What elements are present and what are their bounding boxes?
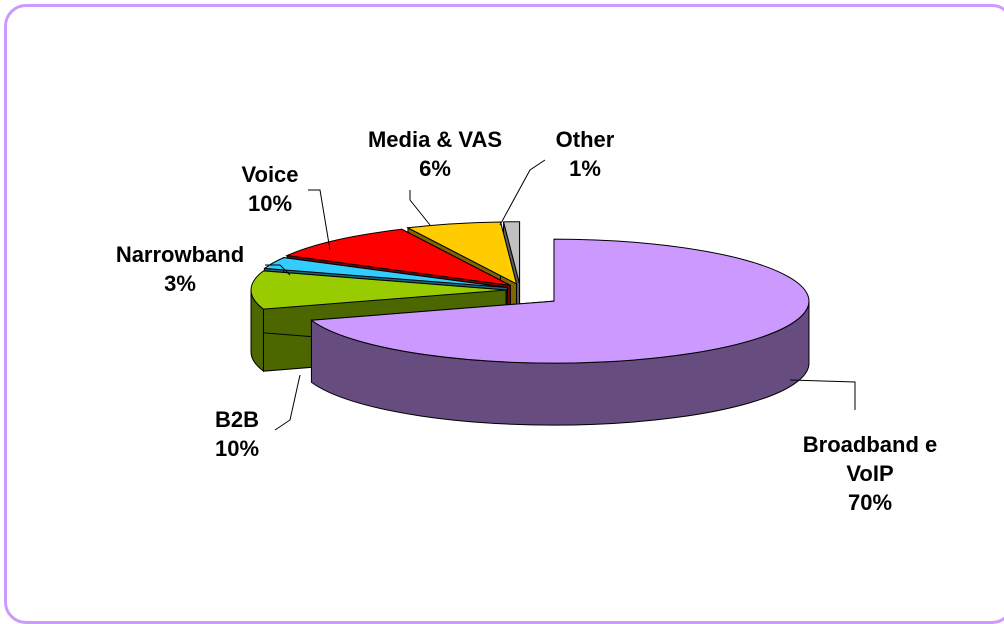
leader-line bbox=[409, 190, 431, 226]
category-name: Media & VAS bbox=[367, 127, 503, 152]
leader-line bbox=[499, 159, 546, 226]
slice-top bbox=[502, 221, 521, 284]
slice-label: Voice 10% bbox=[180, 160, 360, 218]
slice-label: Media & VAS 6% bbox=[345, 125, 525, 183]
category-name: Narrowband bbox=[115, 242, 245, 267]
slice-label: Narrowband 3% bbox=[90, 240, 270, 298]
value-label: 10% bbox=[214, 436, 260, 461]
category-name: B2B bbox=[214, 407, 259, 432]
value-label: 6% bbox=[419, 156, 451, 181]
slice-top bbox=[310, 238, 810, 364]
category-name: Broadband e VoIP bbox=[802, 432, 938, 486]
leader-line bbox=[274, 374, 301, 431]
category-name: Other bbox=[555, 127, 615, 152]
leader-line bbox=[789, 379, 856, 410]
value-label: 3% bbox=[164, 271, 196, 296]
slice-top bbox=[285, 228, 511, 286]
slice bbox=[310, 238, 810, 426]
slice-label: B2B 10% bbox=[147, 405, 327, 463]
chart: Broadband e VoIP 70% B2B 10% Narrowband 3% Voi… bbox=[4, 4, 1004, 624]
slice-top bbox=[406, 221, 518, 285]
slice-top bbox=[263, 257, 508, 288]
category-name: Voice bbox=[241, 162, 299, 187]
leader-line bbox=[308, 189, 331, 251]
slice-label: Broadband e VoIP 70% bbox=[795, 430, 945, 517]
value-label: 10% bbox=[247, 191, 293, 216]
slice-top bbox=[250, 270, 507, 310]
leader-line bbox=[265, 264, 291, 276]
value-label: 1% bbox=[569, 156, 601, 181]
slice-label: Other 1% bbox=[495, 125, 675, 183]
pie-area bbox=[250, 159, 856, 431]
value-label: 70% bbox=[847, 490, 893, 515]
